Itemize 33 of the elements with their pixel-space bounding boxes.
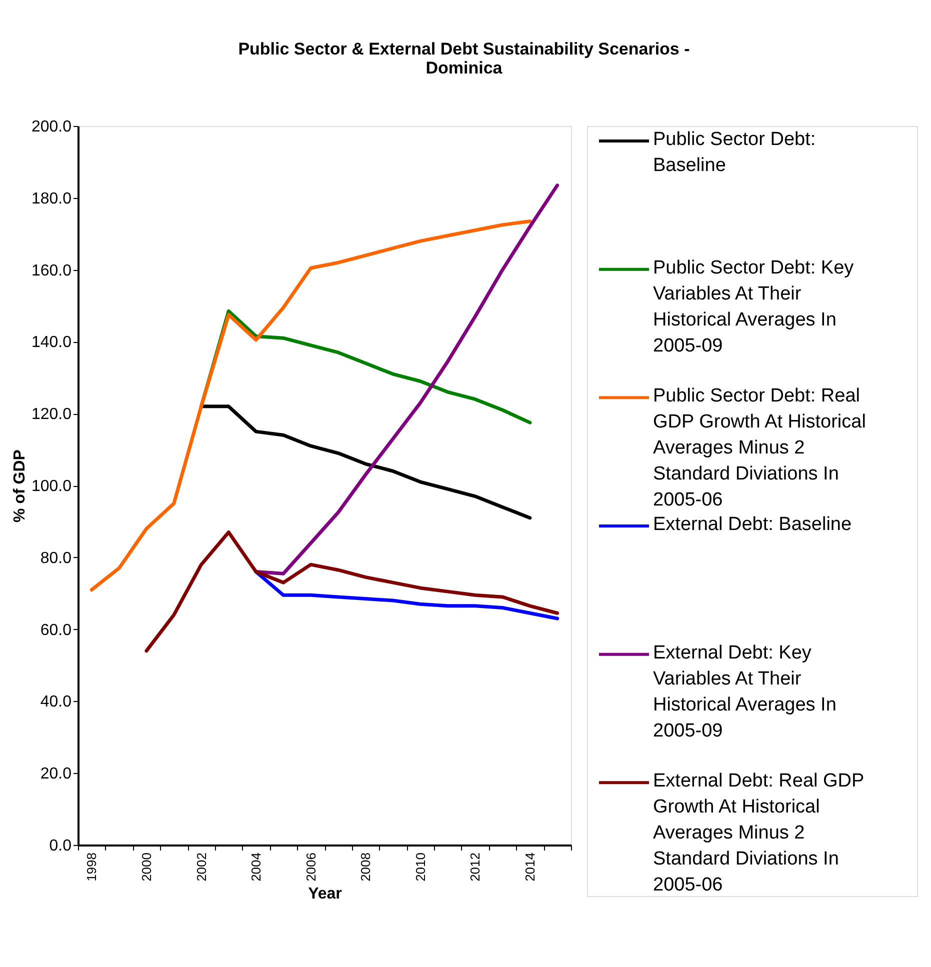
line-series (200, 404, 532, 520)
legend-label: External Debt: Baseline (653, 514, 852, 535)
x-tick-label: 2008 (358, 852, 374, 882)
x-tick-label: 2000 (138, 852, 154, 882)
legend-label: External Debt: Key Variables At Their Historical Averages In 2005-09 (653, 642, 836, 742)
y-tick-label: 140.0 (31, 334, 72, 352)
y-tick-label: 80.0 (40, 550, 72, 567)
y-tick-label: 20.0 (40, 766, 72, 783)
x-tick-label: 2006 (303, 852, 318, 882)
x-tick-label: 1998 (84, 852, 100, 882)
y-tick-label: 160.0 (31, 262, 72, 280)
x-tick-label: 2014 (522, 852, 538, 882)
y-axis-title: % of GDP (11, 449, 28, 522)
line-series (254, 184, 560, 576)
legend-label: Public Sector Debt: Real GDP Growth At Historical Averages Minus 2 Standard Diviations In 2005-06 (653, 386, 866, 511)
x-tick-label: 2002 (194, 852, 209, 882)
legend-label: External Debt: Real GDP Growth At Historical Averages Minus 2 Standard Diviations In 2005-06 (653, 770, 864, 896)
line-series (90, 220, 532, 592)
y-tick-label: 180.0 (31, 190, 72, 208)
legend-label: Public Sector Debt: Baseline (653, 129, 816, 176)
y-tick-label: 60.0 (40, 622, 72, 639)
chart-title: Public Sector & External Debt Sustainability Scenarios - Dominica (238, 40, 690, 78)
x-axis-title: Year (308, 885, 342, 902)
legend-label: Public Sector Debt: Key Variables At Their Historical Averages In 2005-09 (653, 257, 854, 356)
y-tick-label: 40.0 (40, 694, 72, 711)
x-tick-label: 2010 (412, 852, 428, 882)
y-tick-label: 0.0 (49, 838, 72, 854)
y-tick-label: 120.0 (31, 406, 72, 424)
x-tick-label: 2012 (468, 852, 483, 882)
x-tick-label: 2004 (248, 852, 264, 882)
line-series (144, 530, 560, 653)
y-tick-label: 100.0 (31, 478, 72, 495)
y-tick-label: 200.0 (31, 118, 72, 136)
